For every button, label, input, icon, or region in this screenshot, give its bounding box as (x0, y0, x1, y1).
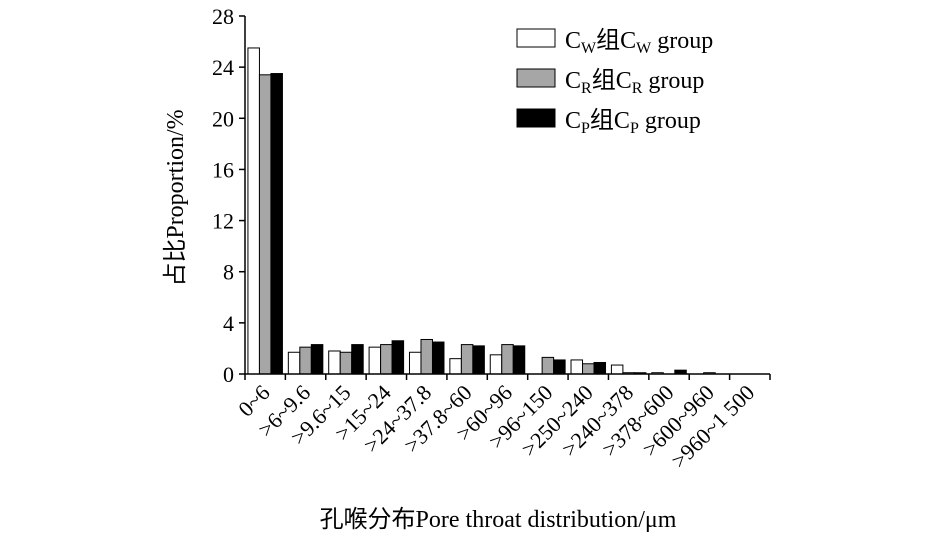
bar (258, 74, 272, 375)
legend: CW组CW group CR组CR group CP组CP group (516, 27, 713, 137)
bar (512, 345, 526, 375)
bar (328, 350, 341, 375)
bar (299, 346, 312, 375)
bar (310, 344, 324, 375)
legend-swatch (516, 28, 556, 48)
legend-label: CW组CW group (565, 27, 713, 57)
y-tick-label: 8 (223, 260, 234, 285)
bar (339, 351, 353, 375)
bar (449, 358, 462, 375)
bar (593, 361, 607, 375)
y-tick-label: 0 (223, 362, 234, 387)
bar (351, 344, 364, 375)
y-axis-title: 占比Proportion/% (162, 109, 189, 286)
bar (541, 356, 555, 375)
bar (368, 346, 382, 375)
bar (610, 364, 624, 375)
bar (489, 354, 503, 375)
legend-label: CP组CP group (565, 107, 701, 137)
bar (460, 344, 474, 375)
bar (287, 351, 301, 375)
bar (501, 344, 514, 375)
bar (408, 351, 422, 375)
bar (380, 344, 393, 375)
bar (391, 340, 405, 375)
y-axis: 0 4 8 12 16 20 24 28 (212, 4, 246, 387)
x-axis-title: 孔喉分布Pore throat distribution/μm (320, 506, 677, 533)
y-tick-label: 4 (223, 311, 234, 336)
y-tick-label: 24 (212, 55, 234, 80)
y-tick-label: 16 (212, 157, 234, 182)
y-tick-label: 20 (212, 106, 234, 131)
bar (472, 345, 485, 375)
y-tick-label: 28 (212, 4, 234, 29)
bar (431, 341, 445, 375)
bar (247, 47, 260, 375)
bar (270, 73, 283, 375)
y-tick-label: 12 (212, 209, 234, 234)
bar (570, 359, 584, 375)
legend-swatch (516, 68, 556, 88)
legend-swatch (516, 108, 556, 128)
bar (420, 338, 433, 375)
legend-label: CR组CR group (565, 67, 704, 97)
x-axis: 0~6>6~9.6>9.6~15>15~24>24~37.8>37.8~60>6… (233, 373, 771, 473)
bar (582, 363, 595, 375)
plot-area (247, 47, 716, 375)
bar (553, 359, 566, 375)
